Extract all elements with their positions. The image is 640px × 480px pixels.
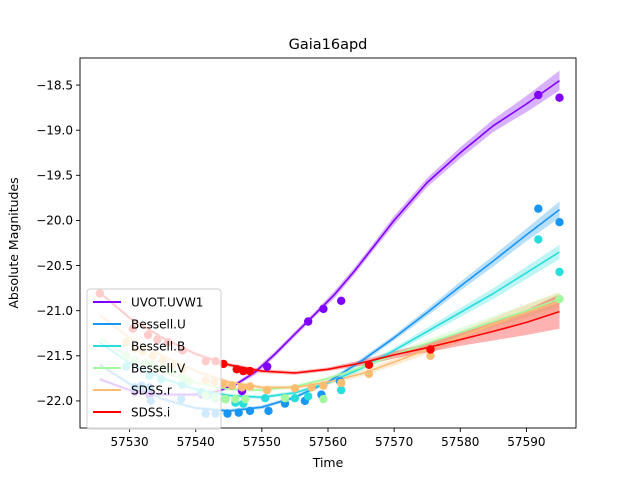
y-tick-label: −19.5	[36, 169, 73, 183]
legend-label-4: SDSS.r	[131, 384, 172, 398]
data-point-1-15	[534, 204, 543, 213]
data-point-3-11	[231, 394, 240, 404]
data-point-2-14	[534, 235, 543, 244]
data-point-0-8	[534, 90, 543, 100]
data-point-2-13	[337, 385, 346, 395]
data-point-4-13	[263, 385, 272, 395]
x-axis-label: Time	[312, 455, 344, 470]
series-band-5	[99, 290, 560, 375]
legend-label-5: SDSS.i	[131, 406, 170, 420]
data-point-3-15	[555, 294, 564, 304]
x-tick-label: 57530	[111, 435, 149, 449]
data-point-1-8	[234, 408, 243, 417]
data-point-4-11	[237, 383, 247, 392]
data-point-2-12	[304, 392, 313, 401]
data-point-4-10	[227, 381, 237, 390]
data-point-5-13	[426, 345, 435, 354]
data-point-4-19	[426, 351, 435, 360]
data-point-0-6	[319, 304, 328, 314]
data-point-3-14	[319, 394, 328, 404]
y-tick-label: −21.0	[36, 304, 73, 318]
y-tick-label: −22.0	[36, 394, 73, 408]
data-point-1-10	[264, 406, 273, 416]
data-point-5-11	[245, 366, 255, 376]
legend: UVOT.UVW1 Bessell.U Bessell.B Bessell.V SDSS…	[86, 288, 222, 430]
data-point-5-10	[239, 366, 248, 376]
data-point-4-12	[245, 382, 255, 391]
y-tick-label: −20.0	[36, 214, 73, 228]
x-tick-label: 57560	[309, 435, 347, 449]
data-point-3-13	[280, 394, 290, 403]
legend-label-3: Bessell.V	[131, 362, 186, 376]
y-axis-label: Absolute Magnitudes	[6, 177, 21, 308]
x-tick-label: 57590	[507, 435, 545, 449]
data-point-3-10	[221, 394, 230, 404]
data-point-1-9	[245, 406, 255, 416]
data-point-0-5	[304, 317, 313, 326]
x-tick-label: 57550	[243, 435, 281, 449]
data-point-5-12	[364, 360, 374, 369]
data-point-0-9	[555, 93, 564, 102]
data-point-0-7	[337, 296, 346, 305]
y-tick-label: −20.5	[36, 259, 73, 273]
x-tick-label: 57540	[177, 435, 215, 449]
y-tick-label: −18.5	[36, 78, 73, 92]
data-point-4-16	[319, 381, 328, 390]
legend-label-1: Bessell.U	[131, 318, 186, 332]
data-point-2-11	[290, 394, 300, 403]
chart-title: Gaia16apd	[289, 37, 368, 53]
data-point-4-18	[364, 369, 374, 379]
data-point-2-15	[555, 267, 564, 277]
legend-label-2: Bessell.B	[131, 340, 185, 354]
data-point-4-14	[290, 384, 300, 393]
x-tick-label: 57580	[441, 435, 479, 449]
data-point-2-10	[261, 394, 270, 403]
data-point-1-7	[223, 409, 232, 418]
y-tick-label: −19.0	[36, 123, 73, 137]
data-point-0-4	[263, 362, 272, 371]
data-point-1-16	[555, 218, 564, 227]
data-point-4-15	[307, 383, 316, 392]
data-point-3-12	[241, 394, 250, 404]
legend-label-0: UVOT.UVW1	[131, 296, 203, 310]
data-point-4-17	[337, 378, 346, 388]
data-point-5-9	[232, 365, 241, 374]
y-tick-label: −21.5	[36, 349, 73, 363]
x-tick-label: 57570	[375, 435, 413, 449]
